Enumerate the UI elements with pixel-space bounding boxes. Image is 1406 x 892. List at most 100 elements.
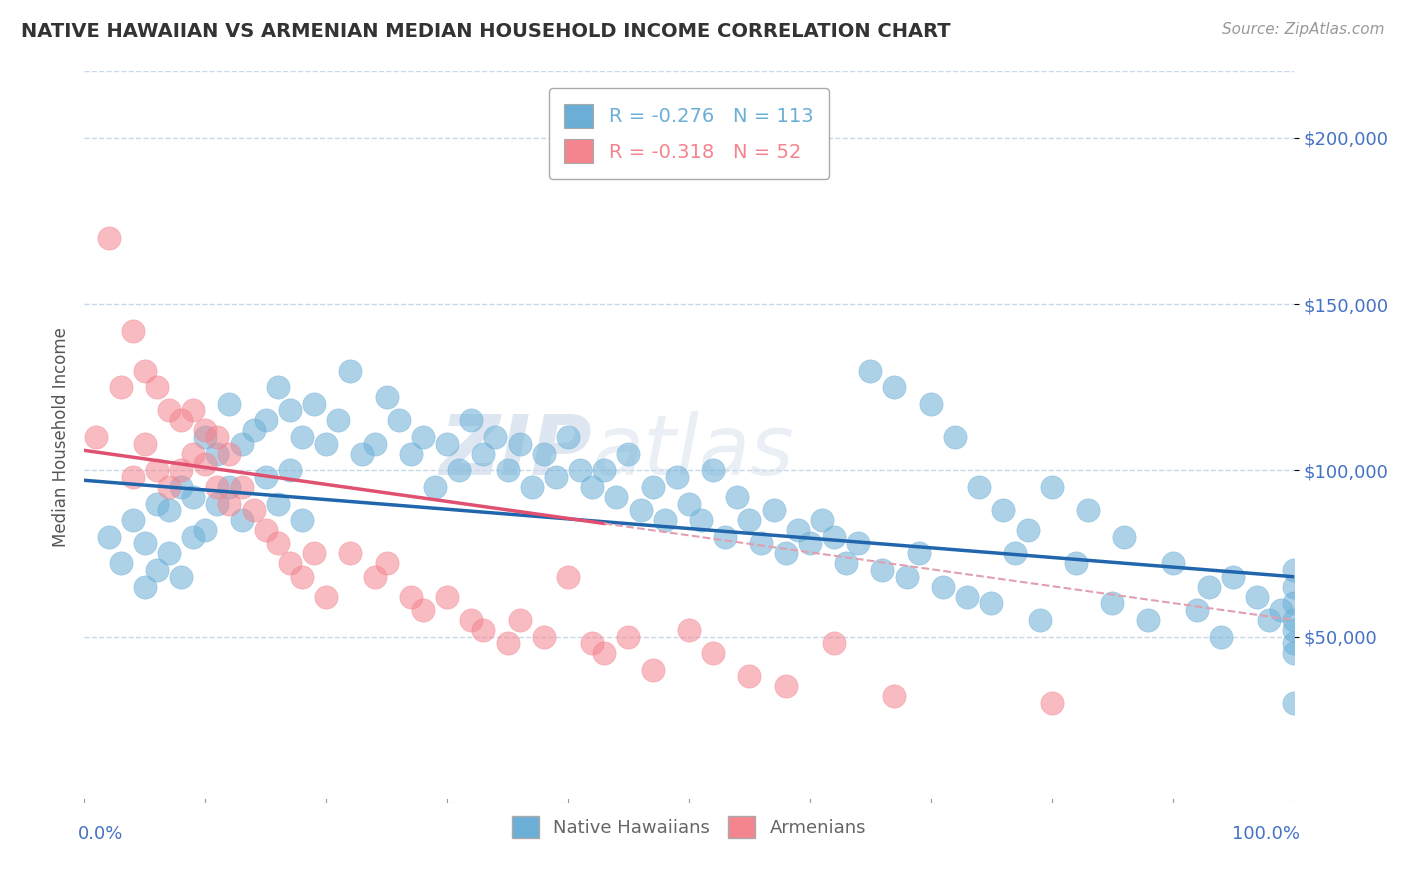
Y-axis label: Median Household Income: Median Household Income [52,327,70,547]
Point [375,557,398,571]
Point [170,570,193,584]
Point [630,503,652,517]
Point [859,363,882,377]
Point [231,480,253,494]
Point [533,447,555,461]
Point [218,497,240,511]
Point [967,480,990,494]
Text: NATIVE HAWAIIAN VS ARMENIAN MEDIAN HOUSEHOLD INCOME CORRELATION CHART: NATIVE HAWAIIAN VS ARMENIAN MEDIAN HOUSE… [21,22,950,41]
Point [1282,613,1305,627]
Point [254,413,277,427]
Point [472,623,495,637]
Point [170,463,193,477]
Point [617,447,640,461]
Point [943,430,966,444]
Point [738,669,761,683]
Point [1258,613,1281,627]
Point [1282,636,1305,650]
Point [1282,696,1305,710]
Point [436,436,458,450]
Point [896,570,918,584]
Point [302,397,325,411]
Point [449,463,471,477]
Point [278,557,301,571]
Point [1222,570,1244,584]
Point [496,636,519,650]
Point [363,570,385,584]
Point [641,480,664,494]
Point [702,463,724,477]
Point [775,546,797,560]
Legend: Native Hawaiians, Armenians: Native Hawaiians, Armenians [505,808,873,845]
Point [1185,603,1208,617]
Point [194,523,217,537]
Point [714,530,737,544]
Point [641,663,664,677]
Point [302,546,325,560]
Point [97,530,120,544]
Point [460,413,482,427]
Point [920,397,942,411]
Point [1017,523,1039,537]
Point [472,447,495,461]
Point [194,424,217,438]
Point [1040,480,1063,494]
Point [134,363,156,377]
Point [1064,557,1087,571]
Point [496,463,519,477]
Point [956,590,979,604]
Point [1209,630,1232,644]
Point [993,503,1015,517]
Text: atlas: atlas [592,411,794,492]
Point [1161,557,1184,571]
Point [823,530,845,544]
Point [231,513,253,527]
Point [980,596,1002,610]
Point [267,497,290,511]
Point [242,424,264,438]
Point [412,603,434,617]
Point [170,413,193,427]
Point [665,470,688,484]
Point [1282,646,1305,660]
Point [751,536,773,550]
Point [846,536,869,550]
Point [399,590,422,604]
Point [375,390,398,404]
Point [1282,563,1305,577]
Text: 0.0%: 0.0% [79,825,124,843]
Point [678,497,700,511]
Point [702,646,724,660]
Point [254,470,277,484]
Point [181,490,204,504]
Point [569,463,592,477]
Point [823,636,845,650]
Point [86,430,108,444]
Point [181,447,204,461]
Point [242,503,264,517]
Point [593,463,616,477]
Point [157,503,180,517]
Point [254,523,277,537]
Point [1246,590,1268,604]
Point [484,430,506,444]
Point [786,523,808,537]
Point [509,613,531,627]
Point [605,490,627,504]
Point [146,380,169,394]
Point [207,430,229,444]
Point [1114,530,1136,544]
Point [267,536,290,550]
Point [267,380,290,394]
Point [110,380,132,394]
Point [811,513,834,527]
Point [121,324,143,338]
Point [533,630,555,644]
Point [121,470,143,484]
Point [617,630,640,644]
Point [134,580,156,594]
Point [1004,546,1026,560]
Point [520,480,543,494]
Point [134,536,156,550]
Point [1282,580,1305,594]
